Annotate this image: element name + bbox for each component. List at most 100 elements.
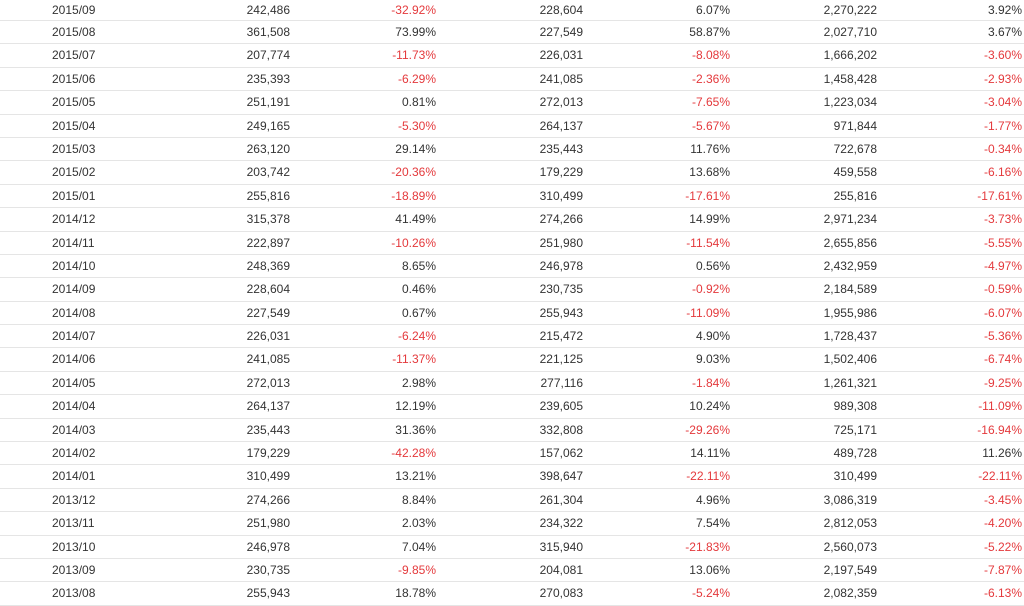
cumulative-value-cell: 2,812,053 xyxy=(823,516,877,531)
cumulative-value-cell: 2,655,856 xyxy=(823,235,877,250)
cumulative-value-cell: 2,432,959 xyxy=(823,258,877,273)
cumulative-change-cell: -6.07% xyxy=(983,305,1022,320)
yoy-change-cell: 73.99% xyxy=(395,25,436,39)
month-cell: 2014/12 xyxy=(52,212,96,227)
compare-value-cell: 235,443 xyxy=(539,141,583,156)
month-cell: 2014/01 xyxy=(52,469,96,484)
value-cell: 246,978 xyxy=(246,539,290,554)
table-row: 2014/12 315,378 41.49% 274,266 14.99% 2,971,2… xyxy=(0,208,1024,232)
cumulative-value-cell: 989,308 xyxy=(833,399,877,414)
yoy-change-cell: -32.92% xyxy=(391,3,436,17)
compare-value-cell: 264,137 xyxy=(539,118,583,133)
value-cell: 203,742 xyxy=(246,165,290,180)
value-cell: 249,165 xyxy=(246,118,290,133)
value-cell: 235,393 xyxy=(246,71,290,86)
compare-change-cell: -22.11% xyxy=(686,469,730,484)
cumulative-change-cell: -16.94% xyxy=(977,422,1022,437)
yoy-change-cell: 41.49% xyxy=(395,212,436,227)
cumulative-change-cell: -3.73% xyxy=(983,212,1022,227)
cumulative-change-cell: 3.67% xyxy=(987,25,1022,39)
value-cell: 274,266 xyxy=(246,492,290,507)
compare-change-cell: 6.07% xyxy=(695,3,730,17)
month-cell: 2015/02 xyxy=(52,165,96,180)
yoy-change-cell: -6.24% xyxy=(397,329,436,344)
month-cell: 2015/01 xyxy=(52,188,96,203)
cumulative-change-cell: -4.20% xyxy=(983,516,1022,531)
yoy-change-cell: -10.26% xyxy=(391,235,436,250)
compare-change-cell: -5.24% xyxy=(691,586,730,601)
yoy-change-cell: -6.29% xyxy=(397,71,436,86)
value-cell: 222,897 xyxy=(246,235,290,250)
value-cell: 241,085 xyxy=(246,352,290,367)
month-cell: 2015/03 xyxy=(52,141,96,156)
value-cell: 207,774 xyxy=(246,48,290,63)
compare-change-cell: -5.67% xyxy=(691,118,730,133)
cumulative-change-cell: -22.11% xyxy=(978,469,1022,484)
yoy-change-cell: 13.21% xyxy=(395,469,436,484)
month-cell: 2013/09 xyxy=(52,562,96,577)
cumulative-change-cell: -3.60% xyxy=(983,48,1022,63)
cumulative-value-cell: 725,171 xyxy=(833,422,877,437)
month-cell: 2014/04 xyxy=(52,399,96,414)
table-row: 2014/07 226,031 -6.24% 215,472 4.90% 1,728,43… xyxy=(0,325,1024,349)
month-cell: 2014/03 xyxy=(52,422,96,437)
yoy-change-cell: 29.14% xyxy=(395,141,436,156)
yoy-change-cell: -9.85% xyxy=(397,562,436,577)
value-cell: 263,120 xyxy=(246,141,290,156)
yoy-change-cell: 2.98% xyxy=(401,375,436,390)
compare-value-cell: 227,549 xyxy=(539,25,583,39)
cumulative-value-cell: 971,844 xyxy=(833,118,877,133)
compare-value-cell: 234,322 xyxy=(539,516,583,531)
compare-value-cell: 157,062 xyxy=(539,446,583,461)
compare-change-cell: -8.08% xyxy=(691,48,730,63)
cumulative-change-cell: 3.92% xyxy=(987,3,1022,17)
yoy-change-cell: -11.37% xyxy=(392,352,436,367)
yoy-change-cell: 12.19% xyxy=(395,399,436,414)
table-row: 2013/08 255,943 18.78% 270,083 -5.24% 2,082,3… xyxy=(0,582,1024,606)
cumulative-value-cell: 1,955,986 xyxy=(823,305,877,320)
cumulative-change-cell: -4.97% xyxy=(983,258,1022,273)
cumulative-value-cell: 1,502,406 xyxy=(823,352,877,367)
compare-change-cell: -11.09% xyxy=(686,305,730,320)
cumulative-change-cell: -5.22% xyxy=(983,539,1022,554)
table-row: 2014/02 179,229 -42.28% 157,062 14.11% 489,72… xyxy=(0,442,1024,466)
compare-value-cell: 221,125 xyxy=(539,352,583,367)
compare-value-cell: 274,266 xyxy=(539,212,583,227)
value-cell: 310,499 xyxy=(246,469,290,484)
yoy-change-cell: 7.04% xyxy=(401,539,436,554)
value-cell: 255,816 xyxy=(246,188,290,203)
value-cell: 228,604 xyxy=(246,282,290,297)
table-row: 2014/06 241,085 -11.37% 221,125 9.03% 1,502,4… xyxy=(0,348,1024,372)
compare-value-cell: 315,940 xyxy=(539,539,583,554)
month-cell: 2014/05 xyxy=(52,375,96,390)
cumulative-change-cell: -6.13% xyxy=(983,586,1022,601)
cumulative-change-cell: -0.34% xyxy=(983,141,1022,156)
cumulative-value-cell: 722,678 xyxy=(833,141,877,156)
compare-change-cell: 9.03% xyxy=(695,352,730,367)
compare-value-cell: 230,735 xyxy=(539,282,583,297)
cumulative-change-cell: -9.25% xyxy=(983,375,1022,390)
yoy-change-cell: 31.36% xyxy=(395,422,436,437)
compare-value-cell: 241,085 xyxy=(539,71,583,86)
cumulative-value-cell: 1,223,034 xyxy=(823,95,877,110)
cumulative-value-cell: 255,816 xyxy=(833,188,877,203)
table-row: 2015/04 249,165 -5.30% 264,137 -5.67% 971,844… xyxy=(0,115,1024,138)
yoy-change-cell: 18.78% xyxy=(395,586,436,601)
table-row: 2014/08 227,549 0.67% 255,943 -11.09% 1,955,9… xyxy=(0,302,1024,326)
value-cell: 227,549 xyxy=(246,305,290,320)
cumulative-change-cell: -5.36% xyxy=(983,329,1022,344)
table-row: 2015/07 207,774 -11.73% 226,031 -8.08% 1,666,… xyxy=(0,44,1024,68)
compare-value-cell: 251,980 xyxy=(539,235,583,250)
value-cell: 248,369 xyxy=(246,258,290,273)
table-row: 2015/09 242,486 -32.92% 228,604 6.07% 2,270,2… xyxy=(0,0,1024,21)
cumulative-change-cell: -6.74% xyxy=(983,352,1022,367)
compare-change-cell: -1.84% xyxy=(691,375,730,390)
cumulative-value-cell: 1,261,321 xyxy=(823,375,877,390)
compare-value-cell: 277,116 xyxy=(540,375,584,390)
compare-change-cell: 4.90% xyxy=(695,329,730,344)
cumulative-change-cell: -0.59% xyxy=(983,282,1022,297)
value-cell: 179,229 xyxy=(246,446,290,461)
table-row: 2013/10 246,978 7.04% 315,940 -21.83% 2,560,0… xyxy=(0,536,1024,559)
compare-change-cell: -21.83% xyxy=(685,539,730,554)
